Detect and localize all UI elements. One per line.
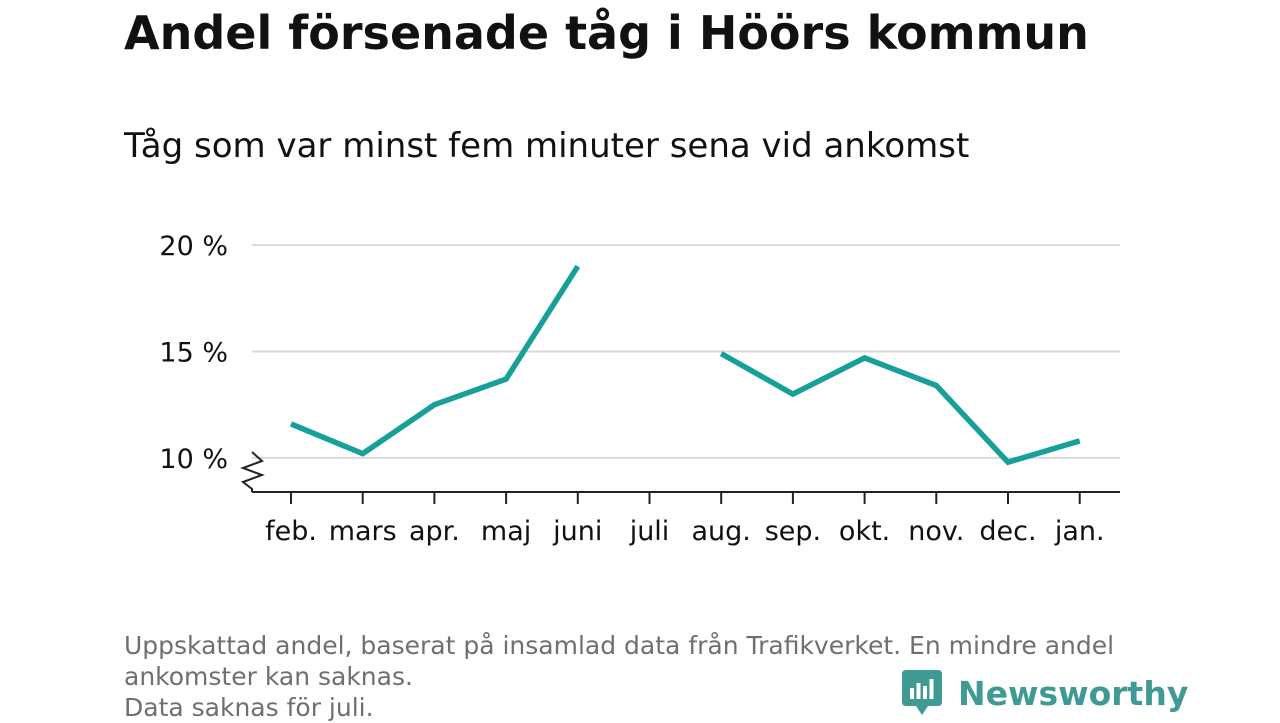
newsworthy-logo-icon <box>902 670 942 716</box>
x-tick-label: juni <box>552 516 602 547</box>
x-tick-label: sep. <box>765 516 821 547</box>
y-tick-label: 15 % <box>159 337 228 368</box>
x-tick-label: aug. <box>692 516 751 547</box>
series-line <box>291 266 1080 462</box>
brand: Newsworthy <box>902 668 1188 718</box>
x-tick-label: juli <box>629 516 670 547</box>
x-tick-label: mars <box>329 516 397 547</box>
footnote-line: Uppskattad andel, baserat på insamlad da… <box>124 630 1114 661</box>
brand-name: Newsworthy <box>958 674 1188 713</box>
y-tick-label: 10 % <box>159 444 228 475</box>
series-layer <box>291 266 1080 462</box>
x-tick-label: apr. <box>409 516 460 547</box>
x-tick-label: feb. <box>265 516 317 547</box>
x-tick-label: dec. <box>979 516 1036 547</box>
axes <box>243 452 1120 504</box>
x-tick-label: maj <box>481 516 531 547</box>
y-tick-label: 20 % <box>159 231 228 262</box>
gridlines <box>252 245 1120 458</box>
x-tick-label: jan. <box>1054 516 1105 547</box>
x-tick-label: nov. <box>908 516 964 547</box>
x-tick-label: okt. <box>839 516 890 547</box>
